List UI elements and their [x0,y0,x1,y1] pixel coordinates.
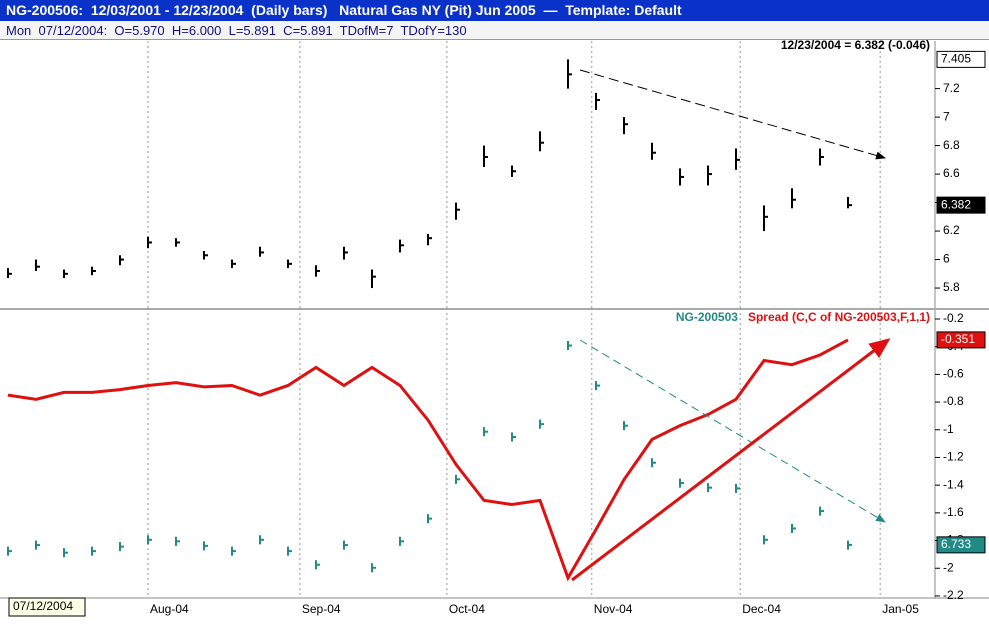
y-tick-label: 6.2 [943,223,960,237]
y-tick-label: 6 [943,252,950,266]
y-tick-label: -1.4 [943,477,964,491]
date-label: 07/12/2004 [13,599,73,613]
trend-line [571,338,891,582]
value-box-label: 6.733 [941,537,971,551]
title-bar: NG-200506: 12/03/2001 - 12/23/2004 (Dail… [0,0,989,21]
value-box-label: 7.405 [941,52,971,66]
date-box [8,597,86,617]
value-box [936,196,986,214]
legend-entry: Spread (C,C of NG-200503,F,1,1) [748,310,930,324]
y-tick-label: -2.2 [943,588,964,602]
trend-line [579,339,886,523]
legend-entry: NG-200503 [676,310,738,324]
info-bar: Mon 07/12/2004: O=5.970 H=6.000 L=5.891 … [0,21,989,40]
y-tick-label: 6.6 [943,166,960,180]
y-tick-label: -1.2 [943,450,964,464]
value-box-label: -0.351 [941,332,975,346]
x-tick-label: Dec-04 [742,602,781,616]
x-tick-label: Jan-05 [882,602,919,616]
y-tick-label: 5.8 [943,280,960,294]
trend-line [579,69,886,160]
y-tick-label: 7 [943,109,950,123]
value-box-label: 6.382 [941,197,971,211]
background [0,41,989,624]
value-box [936,331,986,349]
y-tick-label: -1.6 [943,505,964,519]
y-tick-label: -2 [943,560,954,574]
y-tick-label: 7.2 [943,81,960,95]
value-box [936,536,986,554]
y-tick-label: -0.8 [943,394,964,408]
spread-line [7,338,849,582]
value-box [936,50,986,68]
y-tick-label: 6.8 [943,138,960,152]
y-tick-label: -1 [943,422,954,436]
x-tick-label: Oct-04 [449,602,485,616]
y-tick-label: -0.2 [943,311,964,325]
y-tick-label: -0.6 [943,367,964,381]
x-tick-label: Sep-04 [302,602,341,616]
header: 12/23/2004 = 6.382 (-0.046) [781,38,930,52]
x-tick-label: Nov-04 [594,602,633,616]
x-tick-label: Aug-04 [150,602,189,616]
